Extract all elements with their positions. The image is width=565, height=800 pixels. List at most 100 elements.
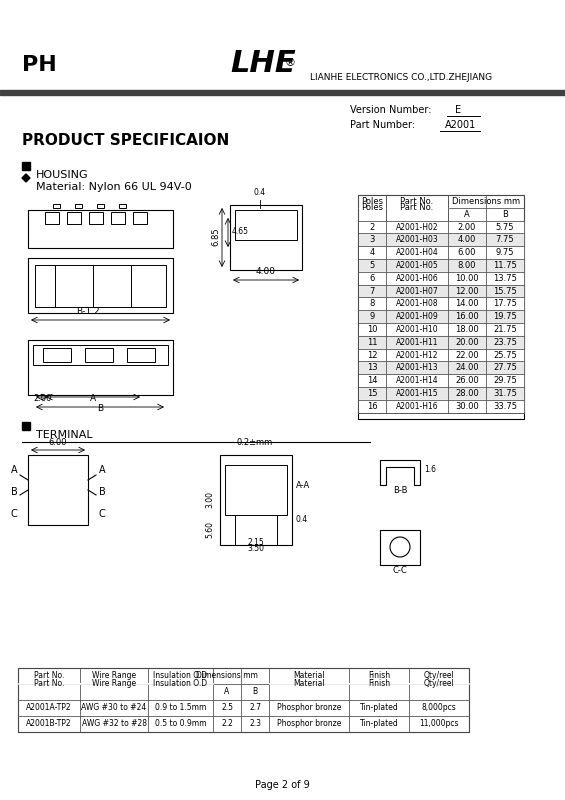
Text: Page 2 of 9: Page 2 of 9 xyxy=(255,780,310,790)
Text: 16: 16 xyxy=(367,402,377,410)
Text: 14.00: 14.00 xyxy=(455,299,479,308)
Bar xyxy=(22,422,30,430)
Text: A: A xyxy=(464,210,470,218)
Text: 20.00: 20.00 xyxy=(455,338,479,346)
Text: 2.00: 2.00 xyxy=(33,394,51,403)
Text: AWG #30 to #24: AWG #30 to #24 xyxy=(81,703,147,713)
Text: Wire Range: Wire Range xyxy=(92,671,136,681)
Text: 5: 5 xyxy=(370,261,375,270)
Text: 33.75: 33.75 xyxy=(493,402,517,410)
Text: 4.00: 4.00 xyxy=(458,235,476,244)
Text: PH: PH xyxy=(22,55,56,75)
Text: 8,000pcs: 8,000pcs xyxy=(421,703,457,713)
Text: B-1.2: B-1.2 xyxy=(76,307,100,316)
Text: 17.75: 17.75 xyxy=(493,299,517,308)
Text: 3.50: 3.50 xyxy=(247,544,264,553)
Text: A2001-H04: A2001-H04 xyxy=(396,248,438,257)
Bar xyxy=(22,162,30,170)
Text: 15.75: 15.75 xyxy=(493,286,517,295)
Text: 24.00: 24.00 xyxy=(455,363,479,372)
Text: Part No.: Part No. xyxy=(34,679,64,689)
Text: Qty/reel: Qty/reel xyxy=(424,679,454,689)
Text: 0.5 to 0.9mm: 0.5 to 0.9mm xyxy=(155,719,206,729)
Text: Dimensions mm: Dimensions mm xyxy=(196,671,258,681)
Text: 0.9 to 1.5mm: 0.9 to 1.5mm xyxy=(155,703,206,713)
Text: LIANHE ELECTRONICS CO.,LTD.ZHEJIANG: LIANHE ELECTRONICS CO.,LTD.ZHEJIANG xyxy=(310,73,492,82)
Text: Dimensions mm: Dimensions mm xyxy=(452,197,520,206)
Text: A2001-H16: A2001-H16 xyxy=(396,402,438,410)
Text: 19.75: 19.75 xyxy=(493,312,517,321)
Text: 13: 13 xyxy=(367,363,377,372)
Text: 13.75: 13.75 xyxy=(493,274,517,282)
Text: A2001A-TP2: A2001A-TP2 xyxy=(26,703,72,713)
Text: 9: 9 xyxy=(370,312,375,321)
Text: A2001-H07: A2001-H07 xyxy=(396,286,438,295)
Text: Poles: Poles xyxy=(361,197,383,206)
Text: 6.00: 6.00 xyxy=(458,248,476,257)
Bar xyxy=(359,285,524,297)
Bar xyxy=(359,400,524,412)
Text: Tin-plated: Tin-plated xyxy=(360,719,398,729)
Text: A-A: A-A xyxy=(296,481,310,490)
Text: B-B: B-B xyxy=(393,486,407,495)
Text: Phosphor bronze: Phosphor bronze xyxy=(277,703,341,713)
Text: Insulation O.D: Insulation O.D xyxy=(154,671,207,681)
Bar xyxy=(359,323,524,335)
Text: A: A xyxy=(99,465,105,475)
Text: 22.00: 22.00 xyxy=(455,350,479,359)
Text: Finish: Finish xyxy=(368,679,390,689)
Text: A2001B-TP2: A2001B-TP2 xyxy=(26,719,72,729)
Bar xyxy=(359,272,524,284)
Text: A2001-H03: A2001-H03 xyxy=(396,235,438,244)
Text: 1.6: 1.6 xyxy=(424,466,436,474)
Text: 21.75: 21.75 xyxy=(493,325,517,334)
Text: A2001: A2001 xyxy=(445,120,476,130)
Text: HOUSING: HOUSING xyxy=(36,170,89,180)
Text: 27.75: 27.75 xyxy=(493,363,517,372)
Text: 8.00: 8.00 xyxy=(458,261,476,270)
Bar xyxy=(359,310,524,322)
Text: 0.4: 0.4 xyxy=(254,188,266,197)
Text: 26.00: 26.00 xyxy=(455,376,479,385)
Text: 12.00: 12.00 xyxy=(455,286,479,295)
Text: A2001-H11: A2001-H11 xyxy=(396,338,438,346)
Text: A2001-H08: A2001-H08 xyxy=(396,299,438,308)
Text: 6.85: 6.85 xyxy=(211,228,220,246)
Bar xyxy=(359,259,524,271)
Text: Part No.: Part No. xyxy=(401,197,433,206)
Text: 2.00: 2.00 xyxy=(458,222,476,231)
Bar xyxy=(359,234,524,246)
Text: 4.00: 4.00 xyxy=(256,267,276,276)
Text: Version Number:: Version Number: xyxy=(350,105,432,115)
Text: 2.2: 2.2 xyxy=(221,719,233,729)
Bar xyxy=(359,349,524,361)
Text: Wire Range: Wire Range xyxy=(92,679,136,689)
Text: 23.75: 23.75 xyxy=(493,338,517,346)
Text: 30.00: 30.00 xyxy=(455,402,479,410)
Text: 11,000pcs: 11,000pcs xyxy=(419,719,459,729)
Bar xyxy=(97,204,104,208)
Text: 11: 11 xyxy=(367,338,377,346)
Text: B: B xyxy=(99,487,106,497)
Text: B: B xyxy=(97,404,103,413)
Bar xyxy=(359,336,524,348)
Text: 31.75: 31.75 xyxy=(493,389,517,398)
Text: 2.15: 2.15 xyxy=(247,538,264,547)
Bar xyxy=(359,374,524,386)
Text: 25.75: 25.75 xyxy=(493,350,517,359)
Text: 18.00: 18.00 xyxy=(455,325,479,334)
Text: A2001-H06: A2001-H06 xyxy=(396,274,438,282)
Text: TERMINAL: TERMINAL xyxy=(36,430,93,440)
Text: B: B xyxy=(11,487,18,497)
Text: Tin-plated: Tin-plated xyxy=(360,703,398,713)
Text: 3: 3 xyxy=(370,235,375,244)
Text: Material: Material xyxy=(293,671,325,681)
Text: Finish: Finish xyxy=(368,671,390,681)
Text: A: A xyxy=(224,687,229,697)
Text: 3.00: 3.00 xyxy=(206,491,215,509)
Text: Part No.: Part No. xyxy=(401,203,433,212)
Text: 12: 12 xyxy=(367,350,377,359)
Text: Part Number:: Part Number: xyxy=(350,120,415,130)
Text: 10.00: 10.00 xyxy=(455,274,479,282)
Text: 4: 4 xyxy=(370,248,375,257)
